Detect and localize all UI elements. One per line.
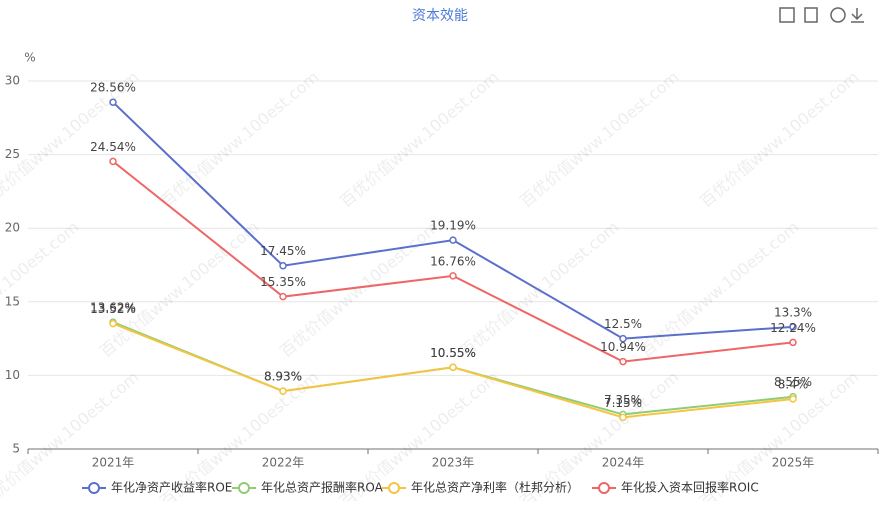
y-tick-label: 10 bbox=[5, 368, 20, 382]
data-label: 12.24% bbox=[770, 321, 816, 335]
data-view-button[interactable] bbox=[804, 7, 818, 23]
data-point bbox=[619, 334, 627, 343]
data-label: 7.35% bbox=[604, 393, 642, 407]
data-label: 7.15% bbox=[604, 396, 642, 410]
data-point bbox=[449, 363, 457, 372]
y-tick-label: 25 bbox=[5, 147, 20, 161]
data-label: 8.55% bbox=[774, 375, 812, 389]
save-button[interactable] bbox=[851, 8, 864, 23]
data-label: 13.3% bbox=[774, 305, 812, 319]
y-axis-label: % bbox=[24, 51, 35, 65]
legend-item[interactable]: 年化总资产净利率（杜邦分析） bbox=[382, 480, 579, 495]
x-tick-label: 2024年 bbox=[602, 456, 645, 470]
x-tick-label: 2023年 bbox=[432, 456, 475, 470]
data-label: 8.93% bbox=[264, 370, 302, 384]
watermark: 百优价值www.100est.com bbox=[696, 67, 862, 211]
data-label: 10.55% bbox=[430, 346, 476, 360]
data-point bbox=[789, 338, 797, 347]
y-tick-label: 20 bbox=[5, 221, 20, 235]
data-point bbox=[279, 387, 287, 395]
x-tick-label: 2025年 bbox=[772, 456, 815, 470]
data-label: 17.45% bbox=[260, 244, 306, 258]
y-tick-label: 15 bbox=[5, 294, 20, 308]
data-point bbox=[449, 272, 457, 280]
legend-marker bbox=[238, 482, 250, 494]
data-point bbox=[619, 413, 627, 422]
legend-marker bbox=[598, 482, 610, 494]
data-point bbox=[449, 236, 457, 244]
data-label: 19.19% bbox=[430, 219, 476, 233]
legend-marker bbox=[88, 482, 100, 494]
data-label: 10.94% bbox=[600, 340, 646, 354]
data-label: 28.56% bbox=[90, 81, 136, 95]
data-label: 24.54% bbox=[90, 140, 136, 154]
legend-item[interactable]: 年化投入资本回报率ROIC bbox=[592, 480, 759, 495]
legend-label: 年化净资产收益率ROE bbox=[111, 480, 232, 495]
data-label: 8.4% bbox=[778, 377, 809, 391]
restore-button[interactable] bbox=[830, 7, 846, 23]
data-point bbox=[109, 319, 117, 328]
data-point bbox=[109, 157, 117, 166]
watermark: 百优价值www.100est.com bbox=[96, 217, 262, 361]
watermark: 百优价值www.100est.com bbox=[336, 67, 502, 211]
watermark: 百优价值www.100est.com bbox=[276, 217, 442, 361]
y-tick-label: 5 bbox=[12, 442, 20, 456]
data-point bbox=[279, 261, 287, 270]
legend-item[interactable]: 年化净资产收益率ROE bbox=[82, 480, 232, 495]
watermark: 百优价值www.100est.com bbox=[0, 217, 83, 361]
data-point bbox=[279, 292, 287, 301]
legend-label: 年化总资产净利率（杜邦分析） bbox=[411, 480, 579, 495]
data-point bbox=[789, 323, 797, 331]
watermark: 百优价值www.100est.com bbox=[156, 67, 322, 211]
data-label: 12.5% bbox=[604, 317, 642, 331]
legend-label: 年化投入资本回报率ROIC bbox=[621, 480, 759, 495]
legend-label: 年化总资产报酬率ROA bbox=[261, 480, 384, 495]
data-label: 15.35% bbox=[260, 275, 306, 289]
data-point bbox=[109, 98, 117, 106]
data-label: 13.52% bbox=[90, 302, 136, 316]
data-label: 13.62% bbox=[90, 301, 136, 315]
data-label: 8.93% bbox=[264, 370, 302, 384]
x-tick-label: 2022年 bbox=[262, 456, 305, 470]
y-tick-label: 30 bbox=[5, 74, 20, 88]
data-label: 16.76% bbox=[430, 254, 476, 268]
legend-marker bbox=[388, 482, 400, 494]
data-label: 10.55% bbox=[430, 346, 476, 360]
legend-item[interactable]: 年化总资产报酬率ROA bbox=[232, 480, 384, 495]
watermark: 百优价值www.100est.com bbox=[516, 67, 682, 211]
print-button[interactable] bbox=[779, 7, 795, 23]
data-point bbox=[619, 357, 627, 366]
x-tick-label: 2021年 bbox=[92, 456, 135, 470]
toolbar bbox=[779, 7, 864, 23]
chart-title: 资本效能 bbox=[412, 8, 468, 24]
watermark: 百优价值www.100est.com bbox=[636, 217, 802, 361]
data-point bbox=[789, 395, 797, 403]
